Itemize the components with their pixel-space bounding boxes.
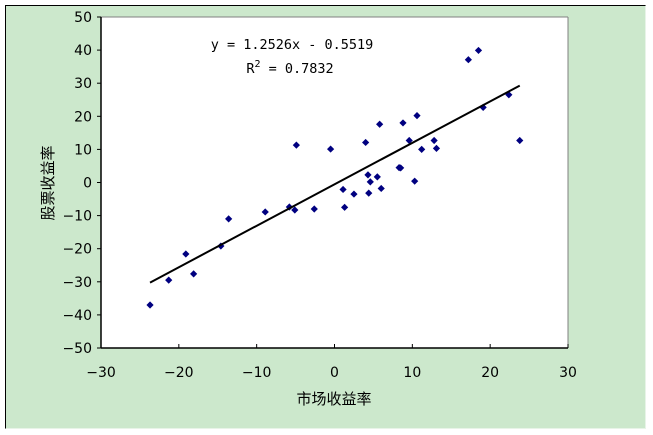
y-tick-label: 10	[74, 142, 92, 158]
data-point-marker	[376, 120, 384, 128]
data-points	[146, 46, 524, 309]
y-tick-label: −30	[62, 275, 92, 291]
x-tick-label: 0	[330, 365, 339, 381]
data-point-marker	[292, 141, 300, 149]
data-point-marker	[327, 145, 335, 153]
x-tick-label: 10	[403, 365, 421, 381]
data-point-marker	[285, 203, 293, 211]
data-point-marker	[464, 56, 472, 64]
y-tick-label: 40	[74, 43, 92, 59]
x-tick-label: 20	[481, 365, 499, 381]
x-axis-title: 市场收益率	[296, 390, 371, 408]
data-point-marker	[341, 203, 349, 211]
y-tick-label: 50	[74, 10, 92, 26]
data-point-marker	[339, 185, 347, 194]
data-point-marker	[165, 276, 173, 284]
data-point-marker	[366, 178, 374, 186]
data-point-marker	[182, 250, 190, 258]
data-point-marker	[146, 301, 154, 309]
data-point-marker	[261, 208, 269, 216]
data-point-marker	[291, 206, 299, 214]
data-point-marker	[474, 46, 483, 55]
data-point-marker	[350, 190, 358, 198]
data-point-marker	[405, 136, 413, 145]
y-tick-label: 0	[83, 176, 92, 192]
data-point-marker	[373, 173, 381, 181]
data-point-marker	[365, 189, 373, 197]
y-tick-label: −40	[62, 308, 92, 324]
plot-area	[101, 17, 568, 348]
axes: −50 −40 −30 −20 −10 0 10 20 30 40 50 −30 −20 −10 0 10 20…	[62, 10, 576, 381]
data-point-marker	[516, 136, 524, 145]
y-tick-label: −10	[62, 209, 92, 225]
data-point-marker	[190, 270, 198, 278]
trendline	[149, 84, 521, 284]
r-squared-label: R2 = 0.7832	[246, 59, 333, 77]
data-point-marker	[310, 205, 318, 213]
data-point-marker	[432, 144, 441, 153]
data-point-marker	[362, 138, 370, 147]
y-tick-label: 20	[74, 109, 92, 125]
x-tick-label: −20	[164, 365, 194, 381]
y-axis-title: 股票收益率	[39, 145, 57, 220]
data-point-marker	[505, 91, 513, 99]
data-point-marker	[418, 145, 426, 153]
data-point-marker	[413, 112, 421, 120]
y-tick-label: 30	[74, 76, 92, 92]
y-tick-label: −20	[62, 242, 92, 258]
x-tick-label: −30	[86, 365, 116, 381]
data-point-marker	[397, 164, 405, 172]
data-point-marker	[364, 171, 372, 179]
x-tick-label: 30	[559, 365, 577, 381]
data-point-marker	[399, 119, 407, 127]
data-point-marker	[411, 177, 419, 185]
data-point-marker	[225, 215, 233, 223]
data-point-marker	[430, 136, 438, 145]
x-tick-label: −10	[242, 365, 272, 381]
data-point-marker	[377, 184, 385, 193]
y-tick-label: −50	[62, 341, 92, 357]
trendline-equation: y = 1.2526x - 0.5519	[211, 37, 374, 53]
